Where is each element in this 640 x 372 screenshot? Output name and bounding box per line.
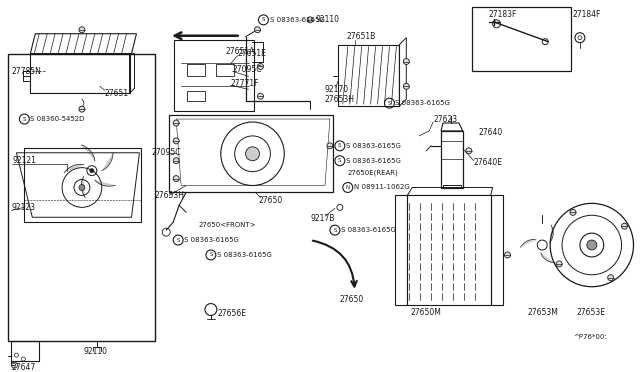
- Text: 27650: 27650: [340, 295, 364, 304]
- Bar: [169, 115, 333, 192]
- Bar: [216, 64, 234, 76]
- Polygon shape: [520, 240, 536, 247]
- Text: S: S: [209, 253, 212, 257]
- Text: N 08911-1062G: N 08911-1062G: [354, 185, 410, 190]
- Text: 27650: 27650: [259, 196, 283, 205]
- Text: S: S: [388, 101, 391, 106]
- Circle shape: [173, 138, 179, 144]
- Text: S: S: [338, 143, 342, 148]
- Text: 27184F: 27184F: [573, 10, 602, 19]
- Text: 92121: 92121: [12, 156, 36, 165]
- Text: S 08363-6165G: S 08363-6165G: [270, 17, 325, 23]
- Text: 27183F: 27183F: [489, 10, 517, 19]
- Bar: [174, 40, 253, 111]
- Circle shape: [587, 240, 596, 250]
- Circle shape: [556, 261, 562, 267]
- Bar: [338, 45, 399, 106]
- Text: S: S: [22, 116, 26, 122]
- Text: ^P76*00:: ^P76*00:: [573, 334, 607, 340]
- Polygon shape: [64, 164, 84, 173]
- Text: 27651B: 27651B: [347, 32, 376, 41]
- Circle shape: [403, 58, 410, 64]
- Polygon shape: [550, 225, 553, 242]
- Polygon shape: [102, 153, 113, 171]
- Text: 27771F: 27771F: [230, 79, 259, 88]
- Circle shape: [257, 64, 264, 70]
- Bar: [12, 341, 39, 361]
- Text: 27653H: 27653H: [325, 95, 355, 104]
- Text: 27650<FRONT>: 27650<FRONT>: [199, 222, 257, 228]
- Polygon shape: [81, 145, 95, 161]
- Circle shape: [570, 209, 576, 215]
- Circle shape: [307, 17, 313, 23]
- Circle shape: [246, 147, 259, 161]
- Text: 92123: 92123: [12, 203, 35, 212]
- Bar: [472, 7, 571, 71]
- Circle shape: [173, 120, 179, 126]
- Text: 92170: 92170: [325, 85, 349, 94]
- Bar: [396, 195, 407, 305]
- Text: 27623: 27623: [433, 115, 457, 124]
- Circle shape: [90, 169, 94, 173]
- Text: S 08363-6165G: S 08363-6165G: [346, 158, 401, 164]
- Circle shape: [327, 143, 333, 149]
- Text: S 08363-6165G: S 08363-6165G: [346, 143, 401, 149]
- Text: S 08363-6165G: S 08363-6165G: [184, 237, 239, 243]
- Circle shape: [79, 106, 85, 112]
- Bar: [407, 195, 491, 305]
- Circle shape: [608, 275, 614, 280]
- Text: S: S: [333, 228, 337, 232]
- Text: S: S: [177, 238, 180, 243]
- Bar: [443, 185, 461, 189]
- Bar: [8, 54, 156, 341]
- Text: 27653H: 27653H: [154, 191, 184, 200]
- Text: S: S: [262, 17, 265, 22]
- Bar: [491, 195, 502, 305]
- Bar: [441, 131, 463, 189]
- Circle shape: [403, 83, 410, 89]
- Text: 27651: 27651: [105, 89, 129, 98]
- Text: 27651E: 27651E: [237, 49, 266, 58]
- Text: 27095C: 27095C: [233, 65, 262, 74]
- Polygon shape: [541, 253, 555, 263]
- Polygon shape: [95, 180, 115, 186]
- Bar: [187, 64, 205, 76]
- Text: S: S: [338, 158, 342, 163]
- Circle shape: [173, 176, 179, 182]
- Circle shape: [621, 223, 627, 229]
- Text: S 08363-6165G: S 08363-6165G: [217, 252, 272, 258]
- Text: 27653M: 27653M: [527, 308, 558, 317]
- Text: S 08360-5452D: S 08360-5452D: [30, 116, 84, 122]
- Text: 27651A: 27651A: [226, 47, 255, 56]
- Circle shape: [466, 148, 472, 154]
- Text: 27656E: 27656E: [218, 309, 247, 318]
- Circle shape: [504, 252, 511, 258]
- Circle shape: [173, 158, 179, 164]
- Circle shape: [79, 27, 85, 33]
- Bar: [30, 54, 129, 93]
- Text: 92110: 92110: [315, 15, 339, 24]
- Bar: [24, 148, 141, 222]
- Text: S 08363-6165G: S 08363-6165G: [341, 227, 396, 233]
- Text: 27640: 27640: [479, 128, 503, 137]
- Text: 27095C: 27095C: [151, 148, 181, 157]
- Text: S 08363-6165G: S 08363-6165G: [396, 100, 451, 106]
- Circle shape: [255, 27, 260, 33]
- Text: 27653E: 27653E: [577, 308, 606, 317]
- Text: 27640E: 27640E: [474, 158, 503, 167]
- Text: 92110: 92110: [84, 347, 108, 356]
- Bar: [187, 91, 205, 101]
- Text: 27647: 27647: [12, 363, 36, 372]
- Polygon shape: [81, 176, 85, 198]
- Text: 27650E(REAR): 27650E(REAR): [348, 169, 399, 176]
- Text: 27650M: 27650M: [410, 308, 441, 317]
- Text: 27785N: 27785N: [12, 67, 42, 76]
- Circle shape: [79, 185, 85, 190]
- Text: 9217B: 9217B: [310, 214, 335, 223]
- Circle shape: [257, 93, 264, 99]
- Text: N: N: [346, 185, 350, 190]
